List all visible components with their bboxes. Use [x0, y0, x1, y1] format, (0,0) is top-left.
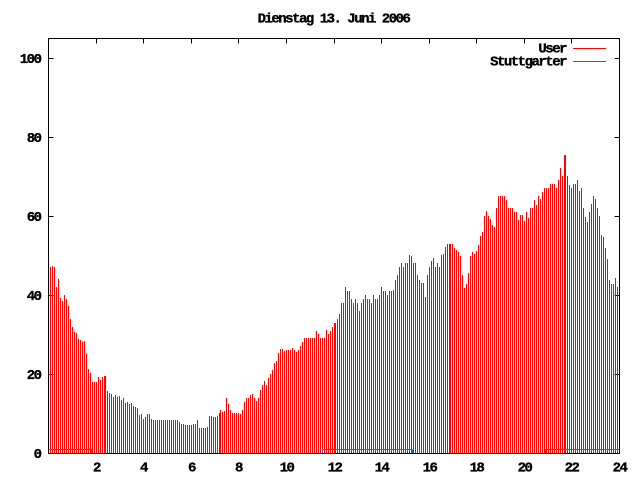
- svg-text:100: 100: [20, 52, 42, 68]
- svg-text:6: 6: [188, 461, 196, 477]
- svg-text:User: User: [538, 42, 567, 58]
- svg-text:80: 80: [27, 131, 42, 147]
- svg-text:16: 16: [423, 461, 438, 477]
- svg-text:18: 18: [470, 461, 485, 477]
- svg-text:2: 2: [93, 461, 101, 477]
- svg-text:24: 24: [613, 461, 628, 477]
- svg-text:20: 20: [518, 461, 533, 477]
- svg-text:4: 4: [140, 461, 148, 477]
- svg-text:12: 12: [328, 461, 343, 477]
- svg-text:10: 10: [280, 461, 295, 477]
- svg-text:60: 60: [27, 210, 42, 226]
- svg-text:Dienstag 13. Juni 2006: Dienstag 13. Juni 2006: [258, 12, 411, 28]
- svg-text:Stuttgarter: Stuttgarter: [490, 55, 567, 71]
- svg-text:20: 20: [27, 368, 42, 384]
- svg-text:14: 14: [375, 461, 390, 477]
- svg-text:40: 40: [27, 289, 42, 305]
- svg-text:8: 8: [235, 461, 243, 477]
- svg-text:22: 22: [565, 461, 580, 477]
- svg-text:0: 0: [34, 447, 42, 463]
